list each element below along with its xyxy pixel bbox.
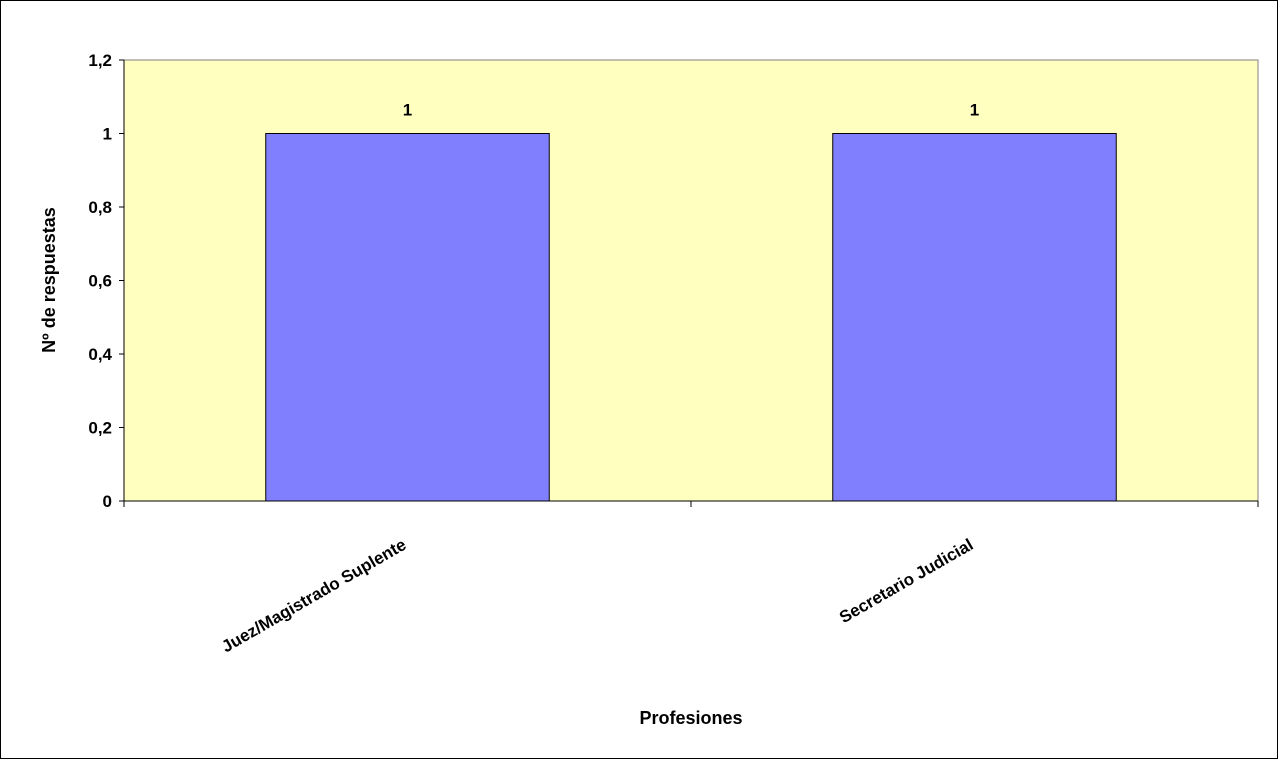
x-axis-title: Profesiones [639, 708, 742, 728]
y-tick-label: 1,2 [88, 51, 112, 70]
y-axis-title: Nº de respuestas [39, 207, 59, 353]
bar [265, 133, 550, 502]
y-tick-label: 0,8 [88, 198, 112, 217]
data-label: 1 [970, 101, 979, 120]
bars-group [265, 133, 1117, 502]
y-tick-label: 0,2 [88, 419, 112, 438]
y-tick-label: 0 [103, 492, 112, 511]
data-label: 1 [403, 101, 412, 120]
y-axis: 0 0,2 0,4 0,6 0,8 1 1,2 [88, 51, 125, 511]
y-tick-label: 1 [103, 125, 112, 144]
bar [832, 133, 1117, 502]
y-tick-label: 0,6 [88, 272, 112, 291]
y-tick-label: 0,4 [88, 345, 112, 364]
